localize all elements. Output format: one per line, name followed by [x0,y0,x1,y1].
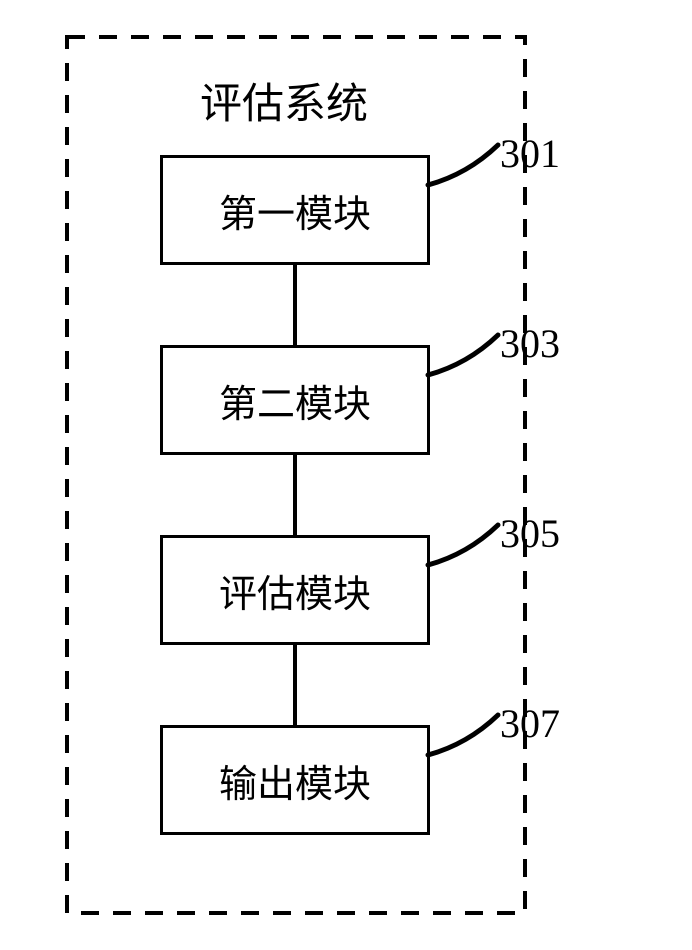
connector-line [293,265,297,345]
module-box-label: 评估模块 [219,563,371,618]
module-box: 评估模块 [160,535,430,645]
module-box-label: 第二模块 [219,373,371,428]
module-box: 输出模块 [160,725,430,835]
callout-curve [420,327,510,387]
connector-line [293,645,297,725]
connector-line [293,455,297,535]
module-box: 第一模块 [160,155,430,265]
callout-curve [420,137,510,197]
module-box-label: 第一模块 [219,183,371,238]
module-box: 第二模块 [160,345,430,455]
module-box-label: 输出模块 [219,753,371,808]
callout-curve [420,517,510,577]
callout-curve [420,707,510,767]
diagram-title: 评估系统 [200,70,368,131]
